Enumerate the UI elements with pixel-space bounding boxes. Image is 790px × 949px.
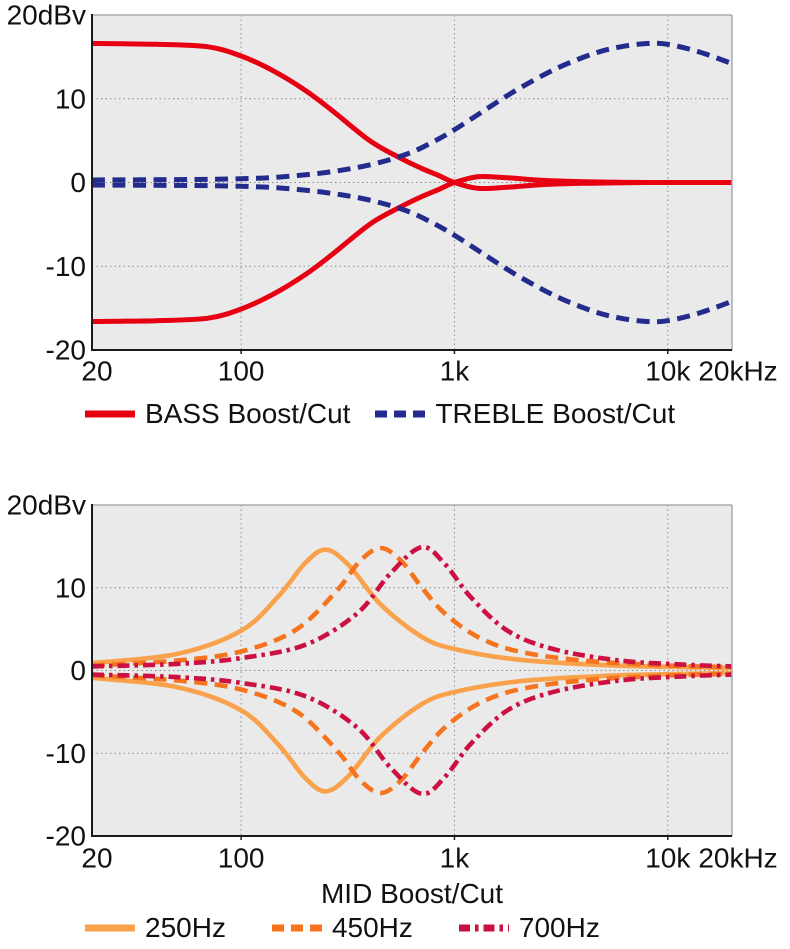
- legend-label: 250Hz: [145, 912, 226, 943]
- legend-label: TREBLE Boost/Cut: [435, 398, 676, 429]
- series-mid-700-boost: [91, 544, 733, 669]
- legend-label: 450Hz: [331, 912, 413, 943]
- y-tick-label: 20dBv: [7, 0, 86, 31]
- y-tick-label: -20: [46, 335, 86, 366]
- y-tick-label: 0: [70, 655, 86, 686]
- series-mid-250-boost: [91, 547, 733, 671]
- series-treble-boost: [91, 40, 733, 183]
- x-tick-label: 20kHz: [698, 356, 777, 387]
- x-tick-label: 100: [218, 356, 265, 387]
- x-tick-label: 1k: [440, 356, 471, 387]
- legend-item: BASS Boost/Cut: [85, 399, 350, 429]
- y-tick-label: -10: [46, 738, 86, 769]
- bass-treble-legend: BASS Boost/Cut TREBLE Boost/Cut: [85, 399, 675, 429]
- bass-treble-chart: 20dBv 10 0 -10 -20 20 100 1k 10k 20kHz BASS Boost…: [0, 0, 790, 435]
- y-tick-label: -10: [46, 251, 86, 282]
- y-tick-label: 0: [70, 167, 86, 198]
- series-bass-boost: [91, 41, 733, 192]
- legend-item: 450Hz: [271, 912, 413, 943]
- series-mid-700-cut: [91, 672, 733, 797]
- legend-line-swatch-icon: [458, 924, 509, 932]
- curves-group: [91, 544, 733, 797]
- series-mid-250-cut: [91, 670, 733, 794]
- x-tick-label: 1k: [440, 843, 471, 874]
- x-tick-label: 20kHz: [698, 843, 777, 874]
- legend-line-swatch-icon: [85, 924, 135, 932]
- legend-item: 250Hz: [85, 913, 226, 943]
- legend-line-swatch-icon: [85, 410, 135, 418]
- y-tick-label: 10: [55, 572, 86, 603]
- mid-legend: 250Hz 450Hz 700Hz: [85, 913, 600, 943]
- legend-label: 700Hz: [518, 912, 600, 943]
- series-bass-cut: [91, 173, 733, 324]
- x-tick-label: 20: [81, 356, 112, 387]
- legend-item: 700Hz: [458, 912, 600, 943]
- legend-label: BASS Boost/Cut: [145, 398, 351, 429]
- mid-xaxis-title: MID Boost/Cut: [320, 878, 504, 909]
- curves-group: [91, 40, 733, 325]
- x-tick-label: 10k: [645, 843, 691, 874]
- x-tick-label: 100: [218, 843, 265, 874]
- series-mid-450-cut: [91, 671, 733, 796]
- mid-chart: 20dBv 10 0 -10 -20 20 100 1k 10k 20kHz MID Boost/…: [0, 435, 790, 949]
- y-tick-label: -20: [46, 821, 86, 852]
- legend-line-swatch-icon: [271, 924, 322, 932]
- x-tick-label: 20: [81, 843, 112, 874]
- legend-line-swatch-icon: [375, 410, 426, 418]
- series-treble-cut: [91, 182, 733, 325]
- x-tick-label: 10k: [645, 356, 691, 387]
- y-tick-label: 10: [55, 83, 86, 114]
- legend-item: TREBLE Boost/Cut: [375, 399, 675, 429]
- y-tick-label: 20dBv: [7, 490, 86, 521]
- series-mid-450-boost: [91, 545, 733, 670]
